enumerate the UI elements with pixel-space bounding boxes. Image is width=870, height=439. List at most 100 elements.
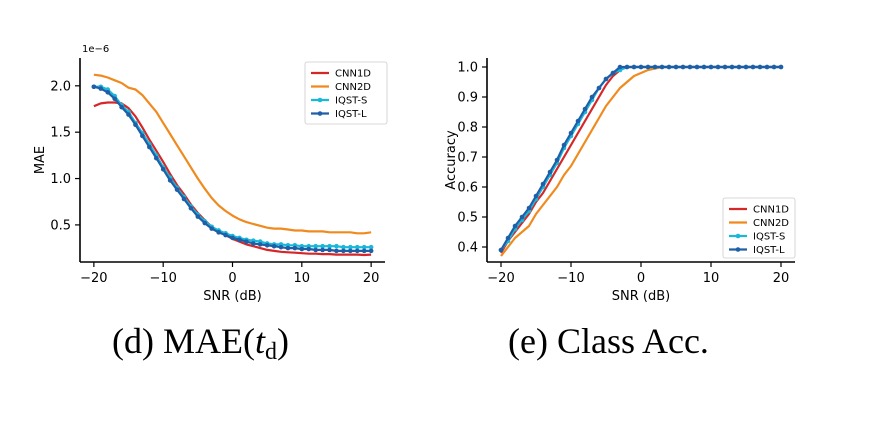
data-point xyxy=(596,85,602,91)
legend-label: CNN2D xyxy=(753,218,789,229)
series-iqst-l xyxy=(91,84,374,254)
data-point xyxy=(230,235,235,241)
data-point xyxy=(708,64,714,70)
x-tick-label: 0 xyxy=(228,271,236,286)
y-tick-label: 0.7 xyxy=(457,151,478,166)
legend: CNN1D CNN2D IQST-S IQST-L xyxy=(722,197,796,259)
y-tick-label: 2.0 xyxy=(50,79,71,94)
data-point xyxy=(202,220,208,226)
data-point xyxy=(354,244,360,250)
data-point xyxy=(181,196,187,202)
data-point xyxy=(715,64,721,70)
data-point xyxy=(694,64,700,70)
data-point xyxy=(519,214,525,220)
x-tick-label: 20 xyxy=(773,271,790,286)
data-point xyxy=(540,181,546,187)
legend-label: CNN1D xyxy=(335,69,371,80)
data-point xyxy=(680,64,686,70)
legend: CNN1D CNN2D IQST-S IQST-L xyxy=(304,61,388,125)
x-tick-label: 0 xyxy=(637,271,645,286)
series-cnn2d xyxy=(93,73,372,235)
series-iqst-l xyxy=(498,64,784,253)
y-tick-label: 0.6 xyxy=(457,181,478,196)
data-point xyxy=(554,157,560,163)
data-point xyxy=(98,86,104,91)
data-point xyxy=(223,232,228,238)
y-axis-label: Accuracy xyxy=(444,130,459,190)
data-point xyxy=(729,64,735,70)
data-point xyxy=(216,230,221,235)
chart-accuracy: −20 −10 0 10 20 0.4 0.5 0.6 0.7 0.8 0.9 1.0 SNR (dB)… xyxy=(444,58,796,304)
data-point xyxy=(764,64,770,70)
data-point xyxy=(498,247,504,253)
data-point xyxy=(368,244,374,250)
data-point xyxy=(617,64,623,70)
y-tick-label: 1.0 xyxy=(457,61,478,76)
caption-d-sub: d xyxy=(264,339,277,365)
data-point xyxy=(701,64,707,70)
data-point xyxy=(320,243,325,249)
legend-label: IQST-L xyxy=(335,109,367,120)
data-point xyxy=(133,122,138,128)
caption-d-suffix: ) xyxy=(276,321,289,361)
data-point xyxy=(147,144,152,150)
data-point xyxy=(771,64,777,70)
data-point xyxy=(666,64,672,70)
caption-d-prefix: (d) MAE( xyxy=(112,321,255,361)
data-point xyxy=(209,226,215,231)
data-point xyxy=(743,64,749,70)
data-point xyxy=(547,169,553,175)
data-point xyxy=(257,242,263,247)
data-point xyxy=(334,243,339,249)
data-point xyxy=(126,112,131,117)
data-point xyxy=(313,247,318,253)
data-point xyxy=(292,245,298,251)
x-tick-label: 10 xyxy=(703,271,720,286)
chart-mae: −20 −10 0 10 20 0.5 1.0 1.5 2.0 SNR (dB) MAE 1e−6 CN… xyxy=(33,44,388,304)
legend-marker xyxy=(735,233,741,239)
y-tick-label: 1.0 xyxy=(50,172,71,187)
data-point xyxy=(582,106,588,112)
y-offset-text: 1e−6 xyxy=(82,44,109,55)
x-tick-label: −20 xyxy=(80,271,107,286)
x-tick-label: −10 xyxy=(557,271,584,286)
legend-marker xyxy=(317,97,323,103)
caption-d: (d) MAE(td) xyxy=(112,320,289,366)
data-point xyxy=(631,64,637,70)
data-point xyxy=(568,130,574,136)
data-point xyxy=(624,64,630,70)
x-tick-label: −20 xyxy=(487,271,514,286)
data-point xyxy=(361,248,367,254)
legend-box xyxy=(304,61,388,125)
data-point xyxy=(195,214,201,219)
series-line-cnn2d xyxy=(93,73,372,235)
data-point xyxy=(652,64,658,70)
data-point xyxy=(140,133,145,139)
data-point xyxy=(361,244,367,250)
data-point xyxy=(368,248,374,254)
data-point xyxy=(354,248,360,254)
data-point xyxy=(250,241,256,246)
data-point xyxy=(188,205,194,211)
data-point xyxy=(638,64,644,70)
data-point xyxy=(327,247,332,253)
y-tick-label: 0.5 xyxy=(50,218,71,233)
data-point xyxy=(153,155,159,161)
data-point xyxy=(757,64,763,70)
caption-d-var: t xyxy=(254,321,265,361)
legend-label: CNN1D xyxy=(753,205,789,216)
data-point xyxy=(348,244,353,250)
x-tick-label: 20 xyxy=(363,271,380,286)
data-point xyxy=(237,237,242,243)
y-tick-label: 0.5 xyxy=(457,211,478,226)
legend-label: IQST-S xyxy=(753,232,785,243)
data-point xyxy=(285,245,291,251)
data-point xyxy=(603,76,609,82)
data-point xyxy=(119,104,124,110)
data-point xyxy=(610,70,616,76)
y-tick-label: 0.8 xyxy=(457,121,478,136)
data-point xyxy=(589,94,595,100)
legend-marker xyxy=(317,111,323,116)
y-tick-label: 0.9 xyxy=(457,91,478,106)
